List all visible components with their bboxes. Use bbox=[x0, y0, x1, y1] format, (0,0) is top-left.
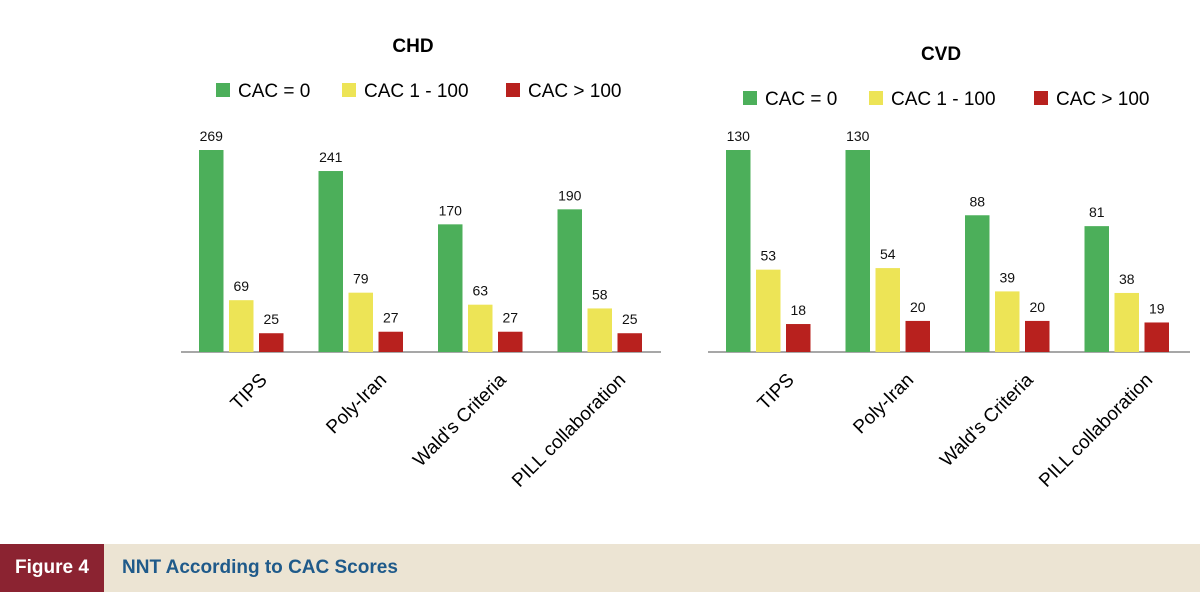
chart-cvd-bar-wald-s-criteria-cac-100 bbox=[1025, 320, 1050, 352]
chart-chd-value-label-tips-cac-100: 25 bbox=[263, 311, 279, 327]
chart-chd-value-label-pill-collaboration-cac-0: 190 bbox=[558, 187, 582, 203]
chart-cvd-bar-poly-iran-cac-0 bbox=[845, 150, 870, 352]
chart-chd-bar-pill-collaboration-cac-1-100 bbox=[587, 308, 612, 352]
chart-cvd-bar-pill-collaboration-cac-100 bbox=[1144, 322, 1169, 352]
figure-label: Figure 4 bbox=[0, 544, 104, 592]
chart-cvd-group: CVD CAC = 0 CAC 1 - 100 CAC > 100 130 53 18 TIP… bbox=[708, 44, 1190, 492]
chart-chd-category-label-wald-s-criteria: Wald's Criteria bbox=[409, 369, 511, 471]
chart-chd-category-label-poly-iran: Poly-Iran bbox=[322, 370, 391, 439]
chart-chd-category-label-tips: TIPS bbox=[227, 370, 272, 415]
chart-cvd-value-label-poly-iran-cac-1-100: 54 bbox=[880, 246, 896, 262]
chart-chd-category-label-pill-collaboration: PILL collaboration bbox=[508, 370, 630, 492]
chart-cvd-bar-poly-iran-cac-100 bbox=[905, 320, 930, 352]
chart-chd-value-label-poly-iran-cac-100: 27 bbox=[383, 310, 399, 326]
chart-cvd-bar-tips-cac-1-100 bbox=[756, 269, 781, 352]
chart-cvd-bar-pill-collaboration-cac-0 bbox=[1084, 226, 1109, 352]
chart-cvd-bar-tips-cac-100 bbox=[786, 324, 811, 352]
chart-chd-bar-pill-collaboration-cac-0 bbox=[557, 209, 582, 352]
chart-chd-value-label-poly-iran-cac-1-100: 79 bbox=[353, 271, 369, 287]
chart-chd-bar-tips-cac-0 bbox=[199, 150, 224, 352]
chart-cvd-value-label-poly-iran-cac-100: 20 bbox=[910, 299, 926, 315]
chart-cvd-legend-label-cac-100: CAC > 100 bbox=[1056, 89, 1149, 110]
chart-cvd-category-label-poly-iran: Poly-Iran bbox=[849, 370, 918, 439]
chart-chd-bar-tips-cac-100 bbox=[259, 333, 284, 352]
chart-chd-legend-swatch-cac-0 bbox=[216, 83, 230, 97]
chart-chd-value-label-poly-iran-cac-0: 241 bbox=[319, 149, 343, 165]
chart-cvd-category-label-pill-collaboration: PILL collaboration bbox=[1035, 370, 1157, 492]
figure-caption: NNT According to CAC Scores bbox=[122, 557, 398, 578]
chart-cvd-value-label-pill-collaboration-cac-1-100: 38 bbox=[1119, 271, 1135, 287]
chart-cvd-value-label-wald-s-criteria-cac-1-100: 39 bbox=[999, 269, 1015, 285]
chart-cvd-bar-wald-s-criteria-cac-1-100 bbox=[995, 291, 1020, 352]
chart-cvd-bar-wald-s-criteria-cac-0 bbox=[965, 215, 990, 352]
chart-cvd-bar-pill-collaboration-cac-1-100 bbox=[1114, 292, 1139, 352]
chart-chd-value-label-wald-s-criteria-cac-0: 170 bbox=[439, 202, 463, 218]
chart-cvd-legend-swatch-cac-0 bbox=[743, 91, 757, 105]
chart-chd-legend-label-cac-100: CAC > 100 bbox=[528, 81, 621, 102]
chart-chd-bar-poly-iran-cac-100 bbox=[378, 331, 403, 352]
chart-cvd-value-label-tips-cac-100: 18 bbox=[790, 302, 806, 318]
chart-cvd-legend-swatch-cac-1-100 bbox=[869, 91, 883, 105]
charts-canvas: CHD CAC = 0 CAC 1 - 100 CAC > 100 269 69 25 TIP… bbox=[181, 36, 1190, 492]
chart-cvd-legend-swatch-cac-100 bbox=[1034, 91, 1048, 105]
chart-cvd-value-label-pill-collaboration-cac-100: 19 bbox=[1149, 300, 1165, 316]
chart-cvd-value-label-tips-cac-1-100: 53 bbox=[760, 248, 776, 264]
chart-chd-bar-poly-iran-cac-0 bbox=[318, 171, 343, 352]
chart-cvd-legend-label-cac-0: CAC = 0 bbox=[765, 89, 837, 110]
chart-chd-bar-wald-s-criteria-cac-0 bbox=[438, 224, 463, 352]
chart-chd-legend-label-cac-0: CAC = 0 bbox=[238, 81, 310, 102]
chart-cvd-category-label-wald-s-criteria: Wald's Criteria bbox=[936, 369, 1038, 471]
chart-chd-bar-poly-iran-cac-1-100 bbox=[348, 292, 373, 352]
chart-chd-bar-wald-s-criteria-cac-1-100 bbox=[468, 304, 493, 352]
chart-cvd-title: CVD bbox=[921, 44, 961, 65]
figure-caption-bar: Figure 4 NNT According to CAC Scores bbox=[0, 544, 1200, 592]
chart-cvd-value-label-wald-s-criteria-cac-0: 88 bbox=[969, 193, 985, 209]
chart-chd-bar-tips-cac-1-100 bbox=[229, 300, 254, 352]
chart-chd-value-label-wald-s-criteria-cac-100: 27 bbox=[502, 310, 518, 326]
chart-cvd-value-label-poly-iran-cac-0: 130 bbox=[846, 128, 870, 144]
chart-cvd-category-label-tips: TIPS bbox=[754, 370, 799, 415]
chart-cvd-value-label-wald-s-criteria-cac-100: 20 bbox=[1029, 299, 1045, 315]
chart-chd-title: CHD bbox=[392, 36, 433, 57]
chart-cvd-legend-label-cac-1-100: CAC 1 - 100 bbox=[891, 89, 996, 110]
chart-chd-value-label-wald-s-criteria-cac-1-100: 63 bbox=[472, 283, 488, 299]
chart-cvd-value-label-tips-cac-0: 130 bbox=[727, 128, 751, 144]
chart-chd-value-label-tips-cac-0: 269 bbox=[200, 128, 224, 144]
chart-cvd-value-label-pill-collaboration-cac-0: 81 bbox=[1089, 204, 1105, 220]
chart-chd-value-label-pill-collaboration-cac-1-100: 58 bbox=[592, 286, 608, 302]
chart-chd-bar-wald-s-criteria-cac-100 bbox=[498, 331, 523, 352]
chart-chd-legend-swatch-cac-1-100 bbox=[342, 83, 356, 97]
chart-chd-value-label-pill-collaboration-cac-100: 25 bbox=[622, 311, 638, 327]
chart-chd-bar-pill-collaboration-cac-100 bbox=[617, 333, 642, 352]
chart-cvd-bar-poly-iran-cac-1-100 bbox=[875, 268, 900, 352]
chart-chd-value-label-tips-cac-1-100: 69 bbox=[233, 278, 249, 294]
chart-chd-legend-label-cac-1-100: CAC 1 - 100 bbox=[364, 81, 469, 102]
chart-chd-legend-swatch-cac-100 bbox=[506, 83, 520, 97]
chart-cvd-bar-tips-cac-0 bbox=[726, 150, 751, 352]
chart-chd-group: CHD CAC = 0 CAC 1 - 100 CAC > 100 269 69 25 TIP… bbox=[181, 36, 661, 492]
